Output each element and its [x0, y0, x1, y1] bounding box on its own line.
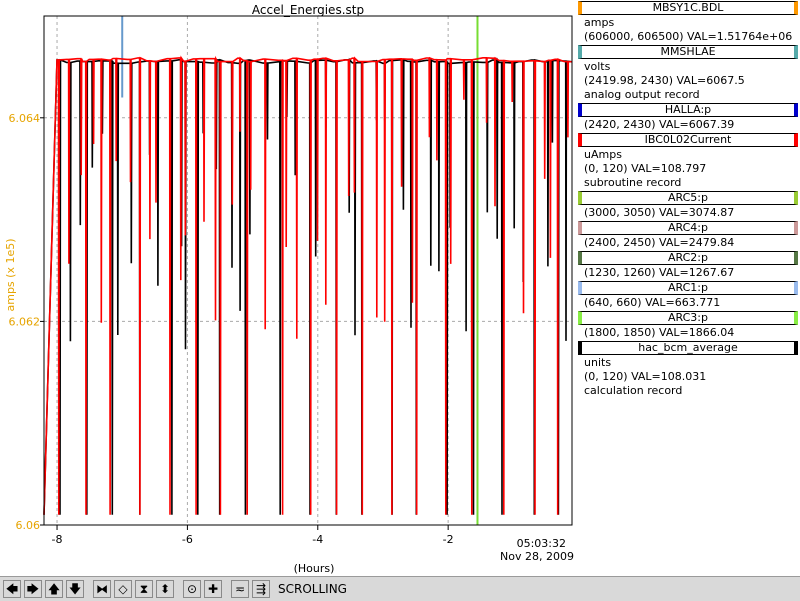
pause-icon: ⇶ — [255, 582, 267, 596]
scroll-mode-button[interactable]: ≂ — [231, 580, 249, 598]
legend-name-bar[interactable]: MBSY1C.BDL — [578, 1, 798, 15]
zoom-in-x-icon: ⧓ — [96, 582, 108, 596]
legend-name-bar[interactable]: ARC1:p — [578, 281, 798, 295]
series-line-ibc0l02current — [43, 55, 573, 515]
pan-down-button[interactable]: 🡇 — [66, 580, 84, 598]
legend-name-bar[interactable]: IBC0L02Current — [578, 133, 798, 147]
series-layer — [43, 55, 573, 515]
x-axis-label: (Hours) — [294, 562, 335, 575]
legend-item[interactable]: ARC1:p (640, 660) VAL=663.771 — [578, 281, 800, 310]
arrow-up-icon: 🡅 — [47, 582, 61, 596]
legend-item[interactable]: MMSHLAE volts (2419.98, 2430) VAL=6067.5 an… — [578, 45, 800, 102]
legend-name-bar[interactable]: ARC3:p — [578, 311, 798, 325]
toolbar: 🡄 🡆 🡅 🡇 ⧓ ◇ ⧗ ⬍ ⊙ ✚ ≂ ⇶ SCROLLING — [0, 576, 800, 601]
vertical-markers — [121, 16, 479, 525]
zoom-out-x-icon: ◇ — [118, 582, 128, 596]
y-tick-label: 6.064 — [9, 112, 41, 125]
y-tick-labels: 6.06 6.062 6.064 — [9, 112, 41, 532]
zoom-out-x-button[interactable]: ◇ — [114, 580, 132, 598]
plot-area[interactable]: Accel_Energies.stp 6.06 6.062 6.064 -8 -6 -4… — [0, 0, 578, 576]
series-line-mbsy1c-bdl — [43, 57, 573, 515]
legend-name-bar[interactable]: ARC2:p — [578, 251, 798, 265]
record-button[interactable]: ⊙ — [183, 580, 201, 598]
pan-left-button[interactable]: 🡄 — [3, 580, 21, 598]
scroll-status: SCROLLING — [278, 582, 347, 596]
legend-detail-line: (3000, 3050) VAL=3074.87 — [584, 206, 735, 219]
legend-detail-line: volts — [584, 60, 611, 73]
legend-detail-line: amps — [584, 16, 615, 29]
legend-detail-line: uAmps — [584, 148, 622, 161]
legend-name-bar[interactable]: ARC4:p — [578, 221, 798, 235]
legend-item[interactable]: ARC2:p (1230, 1260) VAL=1267.67 — [578, 251, 800, 280]
legend-detail-line: units — [584, 356, 612, 369]
timestamp-time: 05:03:32 — [517, 537, 566, 550]
x-tick-label: -4 — [312, 533, 323, 546]
legend-detail-line: calculation record — [584, 384, 683, 397]
arrow-left-icon: 🡄 — [5, 582, 19, 596]
zoom-out-y-button[interactable]: ⬍ — [156, 580, 174, 598]
legend-detail-line: (640, 660) VAL=663.771 — [584, 296, 721, 309]
scroll-mode-icon: ≂ — [234, 582, 246, 596]
x-tick-labels: -8 -6 -4 -2 — [52, 533, 454, 546]
x-tick-label: -6 — [182, 533, 193, 546]
legend-detail-line: (2400, 2450) VAL=2479.84 — [584, 236, 735, 249]
legend-detail-line: (2420, 2430) VAL=6067.39 — [584, 118, 735, 131]
arrow-down-icon: 🡇 — [68, 582, 82, 596]
legend-detail-line: (0, 120) VAL=108.797 — [584, 162, 707, 175]
legend-item[interactable]: IBC0L02Current uAmps (0, 120) VAL=108.797 s… — [578, 133, 800, 190]
plus-icon: ✚ — [207, 582, 219, 596]
zoom-in-y-button[interactable]: ⧗ — [135, 580, 153, 598]
legend-item[interactable]: MBSY1C.BDL amps (606000, 606500) VAL=1.517… — [578, 1, 800, 44]
legend-detail-line: (606000, 606500) VAL=1.51764e+06 — [584, 30, 793, 43]
timestamp-date: Nov 28, 2009 — [500, 550, 574, 563]
pan-up-button[interactable]: 🡅 — [45, 580, 63, 598]
zoom-out-y-icon: ⬍ — [159, 582, 171, 596]
add-button[interactable]: ✚ — [204, 580, 222, 598]
pause-button[interactable]: ⇶ — [252, 580, 270, 598]
plot-frame — [43, 15, 573, 526]
x-tick-label: -2 — [443, 533, 454, 546]
legend-name-bar[interactable]: hac_bcm_average — [578, 341, 798, 355]
y-tick-label: 6.06 — [16, 519, 41, 532]
legend-name-bar[interactable]: HALLA:p — [578, 103, 798, 117]
y-tick-label: 6.062 — [9, 315, 41, 328]
y-axis-label: amps (x 1e5) — [4, 238, 17, 311]
legend-detail-line: (1800, 1850) VAL=1866.04 — [584, 326, 735, 339]
pan-right-button[interactable]: 🡆 — [24, 580, 42, 598]
legend-item[interactable]: hac_bcm_average units (0, 120) VAL=108.031… — [578, 341, 800, 398]
arrow-right-icon: 🡆 — [26, 582, 40, 596]
legend-detail-line: (2419.98, 2430) VAL=6067.5 — [584, 74, 745, 87]
legend-panel: MBSY1C.BDL amps (606000, 606500) VAL=1.517… — [578, 0, 800, 398]
legend-detail-line: analog output record — [584, 88, 700, 101]
record-icon: ⊙ — [186, 582, 198, 596]
legend-name-bar[interactable]: MMSHLAE — [578, 45, 798, 59]
legend-item[interactable]: ARC3:p (1800, 1850) VAL=1866.04 — [578, 311, 800, 340]
grid — [40, 16, 572, 530]
legend-detail-line: (0, 120) VAL=108.031 — [584, 370, 707, 383]
zoom-in-y-icon: ⧗ — [139, 582, 149, 596]
x-tick-label: -8 — [52, 533, 63, 546]
legend-name-bar[interactable]: ARC5:p — [578, 191, 798, 205]
zoom-in-x-button[interactable]: ⧓ — [93, 580, 111, 598]
legend-item[interactable]: ARC4:p (2400, 2450) VAL=2479.84 — [578, 221, 800, 250]
chart-title: Accel_Energies.stp — [252, 3, 364, 17]
legend-detail-line: subroutine record — [584, 176, 682, 189]
legend-item[interactable]: HALLA:p (2420, 2430) VAL=6067.39 — [578, 103, 800, 132]
legend-detail-line: (1230, 1260) VAL=1267.67 — [584, 266, 735, 279]
legend-item[interactable]: ARC5:p (3000, 3050) VAL=3074.87 — [578, 191, 800, 220]
